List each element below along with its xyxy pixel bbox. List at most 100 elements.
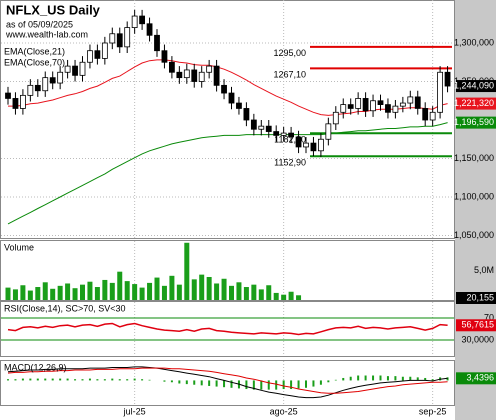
rsi-panel bbox=[0, 301, 455, 357]
ema-line bbox=[7, 122, 448, 225]
candle-body bbox=[57, 71, 64, 84]
panel-title: MACD(12,26,9) bbox=[4, 362, 67, 372]
candle-body bbox=[392, 105, 399, 113]
candle-body bbox=[213, 65, 220, 86]
value-badge bbox=[456, 97, 496, 110]
candle-body bbox=[154, 34, 160, 52]
histogram-bar bbox=[74, 379, 77, 381]
level-label: 1152,90 bbox=[274, 158, 306, 168]
candle-body bbox=[332, 111, 339, 125]
histogram-bar bbox=[170, 380, 173, 383]
histogram-bar bbox=[364, 375, 367, 381]
histogram-bar bbox=[133, 378, 136, 381]
histogram-bar bbox=[59, 378, 62, 381]
histogram-bar bbox=[342, 377, 345, 381]
candle-body bbox=[303, 142, 309, 148]
histogram-bar bbox=[334, 379, 337, 381]
value-badge bbox=[456, 292, 496, 304]
value-badge bbox=[456, 116, 496, 129]
candle-body bbox=[206, 65, 213, 73]
candle-body bbox=[49, 77, 56, 84]
candle-body bbox=[414, 96, 421, 109]
volume-bar bbox=[12, 289, 18, 300]
candle-body bbox=[94, 50, 101, 59]
legend-entry: EMA(Close,70) bbox=[4, 57, 65, 67]
volume-bar bbox=[94, 287, 100, 300]
candle-body bbox=[399, 102, 406, 107]
volume-panel bbox=[0, 240, 455, 301]
candle-body bbox=[101, 42, 108, 59]
histogram-bar bbox=[267, 380, 270, 390]
histogram-bar bbox=[163, 380, 166, 382]
candle-body bbox=[228, 92, 235, 104]
volume-bar bbox=[154, 277, 160, 300]
candle-body bbox=[370, 100, 376, 112]
volume-bar bbox=[214, 283, 220, 300]
volume-bar bbox=[65, 283, 71, 300]
histogram-bar bbox=[14, 379, 17, 381]
x-tick-label: sep-25 bbox=[419, 406, 447, 416]
candle-body bbox=[131, 15, 138, 29]
candle-body bbox=[64, 65, 71, 73]
histogram-bar bbox=[21, 378, 24, 381]
candle-body bbox=[407, 96, 414, 104]
histogram-bar bbox=[88, 378, 91, 381]
candle-body bbox=[385, 104, 391, 113]
candle-body bbox=[79, 61, 86, 76]
volume-bar bbox=[72, 288, 78, 300]
histogram-bar bbox=[185, 380, 188, 385]
value-badge-label: 1,244,090 bbox=[454, 80, 494, 90]
volume-bar bbox=[288, 291, 294, 300]
value-badge-label: 1,221,320 bbox=[454, 98, 494, 108]
histogram-bar bbox=[394, 376, 397, 381]
candle-body bbox=[116, 33, 123, 48]
candle-body bbox=[109, 33, 116, 44]
candle-body bbox=[362, 98, 369, 112]
volume-bar bbox=[273, 292, 279, 300]
value-badge bbox=[456, 319, 496, 332]
candle-body bbox=[325, 123, 332, 140]
volume-bar bbox=[117, 271, 123, 300]
volume-bar bbox=[80, 284, 85, 300]
candle-body bbox=[87, 50, 93, 63]
candle-body bbox=[198, 71, 205, 82]
histogram-bar bbox=[372, 375, 375, 381]
histogram-bar bbox=[208, 380, 211, 386]
histogram-bar bbox=[111, 378, 114, 381]
candle-body bbox=[310, 142, 317, 152]
x-tick-label: ago-25 bbox=[270, 406, 298, 416]
volume-bar bbox=[50, 288, 56, 300]
histogram-bar bbox=[29, 378, 32, 381]
candle-body bbox=[288, 132, 295, 138]
histogram-bar bbox=[141, 379, 144, 381]
candle-body bbox=[273, 131, 280, 136]
histogram-bar bbox=[327, 380, 330, 383]
y-tick-label: 70 bbox=[484, 312, 494, 322]
price-panel bbox=[0, 0, 455, 239]
histogram-bar bbox=[66, 378, 69, 381]
candle-body bbox=[12, 98, 19, 109]
histogram-bar bbox=[357, 375, 360, 381]
candle-body bbox=[437, 71, 444, 113]
volume-bar bbox=[139, 287, 145, 300]
macd-line bbox=[7, 367, 448, 394]
subtitle: as of 05/09/2025 bbox=[6, 19, 73, 29]
histogram-bar bbox=[431, 379, 434, 381]
candle-body bbox=[340, 104, 347, 113]
volume-bar bbox=[243, 287, 249, 300]
candle-body bbox=[258, 125, 265, 130]
candle-body bbox=[168, 61, 175, 73]
rsi-line bbox=[7, 322, 448, 336]
candle-body bbox=[42, 77, 49, 92]
histogram-bar bbox=[424, 377, 427, 381]
y-tick-label: 5,0M bbox=[474, 265, 494, 275]
candle-body bbox=[250, 119, 257, 130]
volume-bar bbox=[229, 285, 234, 300]
candle-body bbox=[317, 138, 324, 152]
histogram-bar bbox=[7, 379, 9, 381]
volume-bar bbox=[296, 295, 302, 300]
volume-bar bbox=[132, 284, 138, 300]
volume-bar bbox=[184, 242, 190, 300]
